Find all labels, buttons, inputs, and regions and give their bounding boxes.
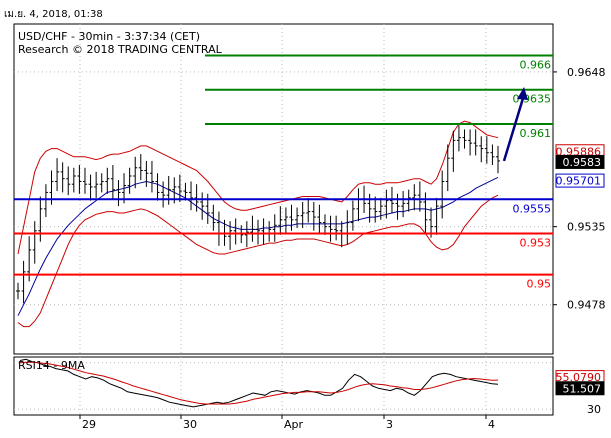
level-label: 0.953	[520, 237, 552, 250]
rsi-axis-label: 30	[587, 403, 601, 416]
time-axis-label: 4	[488, 418, 495, 431]
price-tag-label: 0.95701	[556, 175, 602, 188]
price-tag-label: 51.507	[563, 382, 602, 395]
rsi-axis: 30	[587, 403, 601, 416]
price-tag-label: 0.9583	[563, 156, 602, 169]
price-tag-box	[555, 381, 605, 396]
price-tag-box	[555, 154, 605, 169]
copyright-label: Research © 2018 TRADING CENTRAL	[18, 43, 223, 56]
forecast-arrow-head	[517, 86, 528, 100]
time-axis-label: 30	[183, 418, 197, 431]
upper-band-line	[17, 120, 499, 255]
price-panel-frame	[13, 23, 554, 355]
level-label: 0.966	[520, 58, 552, 71]
bollinger-bands	[17, 120, 499, 328]
rsi-grid	[14, 357, 553, 415]
time-axis-label: Apr	[284, 418, 304, 431]
level-label: 0.961	[520, 127, 552, 140]
rsi-line	[19, 358, 499, 408]
instrument-label: USD/CHF - 30min - 3:37:34 (CET)	[18, 30, 200, 43]
price-bars	[16, 125, 500, 304]
rsi-ma-line	[19, 361, 499, 405]
forecast-arrow-shaft	[502, 94, 526, 162]
price-tag-box	[555, 173, 605, 188]
time-axis: 29 30 Apr 3 4	[79, 415, 495, 431]
price-axis-label: 0.9648	[567, 66, 606, 79]
rsi-panel-frame	[13, 356, 554, 416]
price-tag-label: 55.0790	[556, 371, 602, 384]
forecast-arrow	[502, 86, 528, 162]
lower-band-line	[17, 194, 499, 328]
rsi-lines	[19, 358, 499, 408]
time-axis-label: 29	[82, 418, 96, 431]
level-label: 0.95	[527, 278, 552, 291]
price-axis: 0.9648 0.9535 0.9478	[553, 66, 606, 312]
chart-datetime: เม.ย. 4, 2018, 01:38	[4, 9, 103, 20]
time-axis-label: 3	[386, 418, 393, 431]
price-axis-label: 0.9535	[567, 221, 606, 234]
rsi-title: RSI14 - 9MA	[18, 359, 85, 372]
price-panel: 0.966 0.9635 0.961 0.9555 0.953 0.95 USD/CHF …	[13, 23, 554, 355]
price-axis-label: 0.9478	[567, 299, 606, 312]
support-resistance-levels: 0.966 0.9635 0.961 0.9555 0.953 0.95	[14, 54, 553, 291]
level-label: 0.9555	[513, 202, 552, 215]
level-label: 0.9635	[513, 93, 552, 106]
rsi-panel: RSI14 - 9MA	[13, 356, 554, 416]
